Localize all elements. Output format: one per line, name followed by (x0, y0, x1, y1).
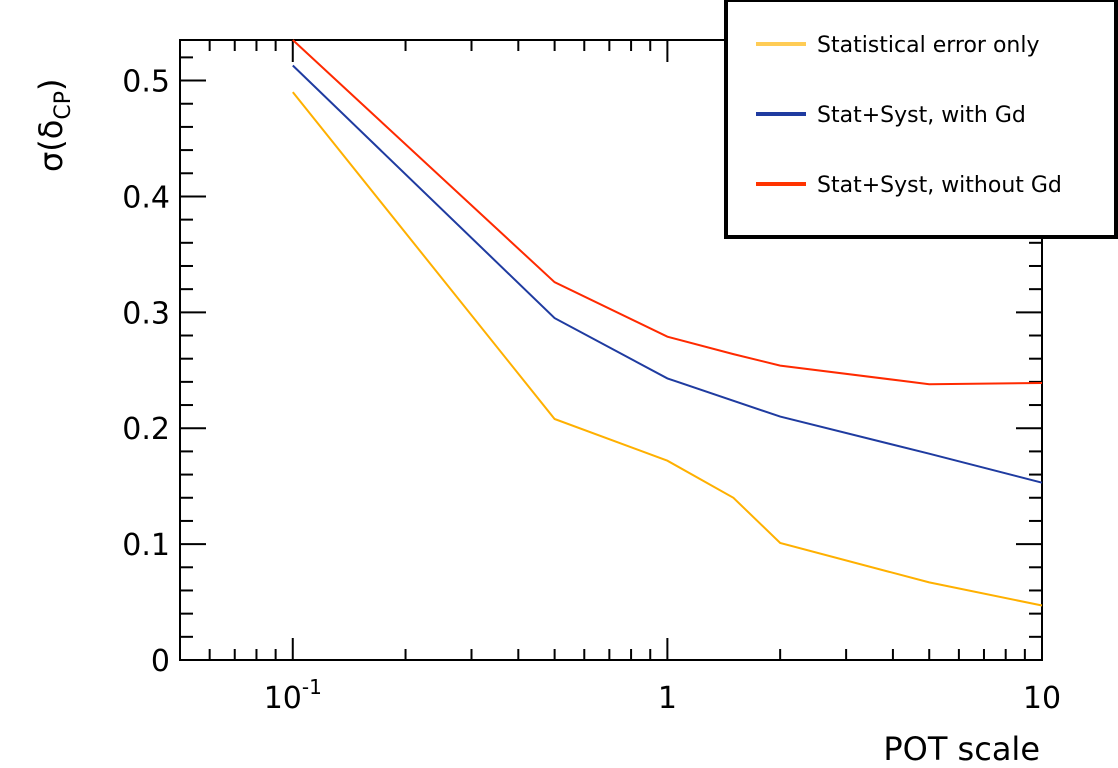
plot-frame (179, 39, 1043, 661)
legend-label-3: Stat+Syst, without Gd (817, 173, 1062, 198)
legend: Statistical error only Stat+Syst, with Gd… (724, 0, 1118, 239)
y-tick-label: 0 (151, 644, 170, 679)
legend-label-1: Statistical error only (817, 33, 1039, 58)
y-tick-label: 0.1 (122, 528, 170, 563)
x-axis-title: POT scale (883, 730, 1040, 768)
series-line-3 (292, 39, 1043, 386)
x-tick-label: 1 (658, 681, 677, 716)
legend-box (724, 0, 1118, 239)
legend-entries: Statistical error only Stat+Syst, with Gd… (756, 33, 1062, 198)
y-tick-labels: 0 0.1 0.2 0.3 0.4 0.5 (122, 65, 170, 679)
y-tick-label: 0.3 (122, 296, 170, 331)
y-axis-title: σ(δCP) (32, 79, 76, 172)
y-tick-label: 0.2 (122, 412, 170, 447)
y-tick-label: 0.5 (122, 65, 170, 100)
legend-label-2: Stat+Syst, with Gd (817, 103, 1026, 128)
y-tick-label: 0.4 (122, 180, 170, 215)
series-line-2 (292, 64, 1043, 484)
x-tick-label: 10-1 (264, 675, 322, 716)
x-tick-labels: 10-1 1 10 (264, 675, 1061, 716)
x-tick-label: 10 (1023, 681, 1061, 716)
series-lines (292, 39, 1043, 607)
series-line-1 (292, 91, 1043, 607)
